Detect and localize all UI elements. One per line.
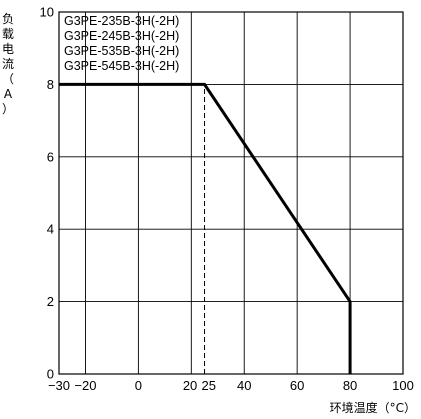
y-tick-label: 2 (47, 294, 54, 309)
x-tick-label: −30 (48, 378, 70, 393)
x-tick-label: 100 (392, 378, 414, 393)
x-tick-label: −20 (74, 378, 96, 393)
x-tick-label: 25 (202, 378, 216, 393)
legend: G3PE-235B-3H(-2H)G3PE-245B-3H(-2H)G3PE-5… (64, 14, 179, 73)
x-tick-label: 0 (135, 378, 142, 393)
legend-entry: G3PE-545B-3H(-2H) (64, 59, 179, 73)
y-axis-title-char: 载 (2, 27, 14, 41)
x-tick-label: 20 (183, 378, 197, 393)
x-tick-label: 80 (343, 378, 357, 393)
x-tick-labels: −30 −20 0 20 25 40 60 80 100 (48, 378, 414, 393)
y-tick-label: 0 (47, 367, 54, 382)
y-axis-title-char: 负 (2, 12, 14, 26)
x-axis-title: 环境温度（°C） (330, 400, 416, 415)
y-axis-title-char: ） (2, 102, 14, 116)
legend-entry: G3PE-535B-3H(-2H) (64, 44, 179, 58)
y-tick-label: 8 (47, 77, 54, 92)
grid-lines (59, 12, 403, 374)
derating-curve (59, 82, 352, 374)
y-axis-title-char: 流 (2, 57, 14, 71)
y-tick-labels: 0 2 4 6 8 10 (40, 5, 54, 382)
legend-entry: G3PE-245B-3H(-2H) (64, 29, 179, 43)
y-axis-title-char: （ (2, 72, 14, 86)
y-tick-label: 10 (40, 5, 54, 20)
series-group (58, 82, 352, 375)
y-axis-title-char: A (4, 87, 13, 101)
plot-frame (58, 11, 404, 375)
y-tick-label: 6 (47, 149, 54, 164)
x-tick-label: 40 (237, 378, 251, 393)
x-tick-label: 60 (290, 378, 304, 393)
y-axis-title-char: 电 (2, 42, 14, 56)
legend-entry: G3PE-235B-3H(-2H) (64, 14, 179, 28)
y-tick-label: 4 (47, 222, 54, 237)
